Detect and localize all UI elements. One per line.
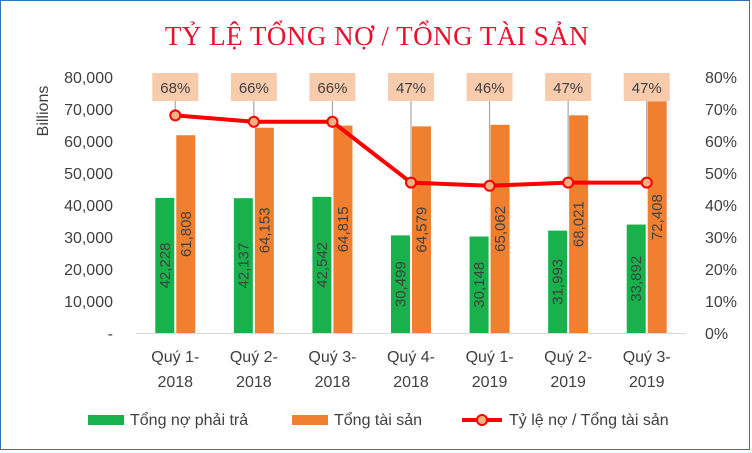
x-tick-label: Quý 4- [387,349,435,366]
x-tick-label: Quý 1- [151,349,199,366]
x-tick-label: Quý 3- [308,349,356,366]
data-label-debt: 42,228 [157,242,174,288]
y-tick-label: 60,000 [64,134,113,151]
y-tick-label: 20,000 [64,262,113,279]
y-tick-label: 50,000 [64,166,113,183]
y2-tick-label: 20% [705,262,737,279]
ratio-label-box [623,73,670,101]
x-tick-label: 2019 [629,374,665,391]
ratio-marker [326,115,339,128]
legend-swatch-debt [88,415,124,425]
bar-assets [647,101,667,333]
ratio-marker [169,109,182,122]
data-label-debt: 30,148 [471,262,488,308]
bar-debt [469,236,489,333]
bar-assets [490,124,510,333]
data-label-debt: 31,993 [550,259,567,305]
legend-label-ratio: Tỷ lệ nợ / Tổng tài sản [509,411,669,429]
data-label-assets: 61,808 [178,211,195,257]
y-tick-label: 10,000 [64,294,113,311]
ratio-label-box [230,73,277,101]
y2-tick-label: 60% [705,134,737,151]
data-label-assets: 72,408 [649,194,666,240]
legend-label-debt: Tổng nợ phải trả [130,411,248,429]
ratio-label: 47% [553,80,583,97]
ratio-marker [405,176,417,189]
bar-debt [155,197,175,333]
ratio-marker [640,176,653,189]
data-label-debt: 42,137 [235,243,252,289]
ratio-label: 66% [239,80,269,97]
ratio-label: 46% [475,80,505,97]
legend-marker-ratio [476,414,488,426]
data-label-debt: 33,892 [628,256,645,302]
bar-assets [254,127,274,333]
bar-assets [333,125,353,333]
ratio-label-box [152,73,199,101]
ratio-label-box [466,73,513,101]
x-tick-label: Quý 2- [230,349,278,366]
bar-debt [626,224,646,333]
bar-debt [312,196,332,333]
y2-tick-label: 80% [705,70,737,87]
y2-tick-label: 10% [705,294,737,311]
x-tick-label: Quý 3- [623,349,671,366]
data-label-assets: 68,021 [571,201,588,247]
data-label-assets: 65,062 [492,206,509,252]
ratio-label: 47% [396,80,426,97]
y-tick-label: - [108,326,113,343]
ratio-marker [247,115,260,128]
y2-tick-label: 40% [705,198,737,215]
bar-debt [391,235,410,333]
x-tick-label: Quý 1- [466,349,514,366]
ratio-label: 47% [632,80,662,97]
x-tick-label: 2019 [550,374,586,391]
bar-assets [176,135,196,333]
data-label-assets: 64,815 [335,206,352,252]
bar-assets [569,115,589,334]
ratio-label-box [388,73,434,101]
ratio-marker [562,176,575,189]
y2-tick-label: 0% [705,326,728,343]
bar-debt [548,230,568,333]
x-tick-label: 2019 [472,374,508,391]
x-tick-label: 2018 [315,374,351,391]
legend-label-assets: Tổng tài sản [334,411,422,429]
x-tick-label: Quý 2- [544,349,592,366]
bar-assets [412,126,431,333]
ratio-label: 68% [160,80,190,97]
y-tick-label: 70,000 [64,102,113,119]
ratio-marker [483,179,496,192]
y2-tick-label: 30% [705,230,737,247]
ratio-label: 66% [317,80,347,97]
data-label-debt: 42,542 [314,242,331,288]
y-tick-label: 40,000 [64,198,113,215]
y2-tick-label: 70% [705,102,737,119]
data-label-debt: 30,499 [393,261,410,307]
x-tick-label: 2018 [157,374,193,391]
data-label-assets: 64,579 [414,207,431,253]
data-label-assets: 64,153 [256,207,273,253]
chart-title: TỶ LỆ TỔNG NỢ / TỔNG TÀI SẢN [165,20,589,51]
bar-debt [233,198,253,333]
plot-area: - 10,000 20,000 30,000 40,000 50,000 60,000 70,… [64,70,737,391]
y2-tick-label: 50% [705,166,737,183]
ratio-label-box [309,73,356,101]
y-tick-label: 30,000 [64,230,113,247]
legend: Tổng nợ phải trả Tổng tài sản Tỷ lệ nợ / T… [88,411,669,429]
legend-swatch-assets [292,415,328,425]
y-tick-label: 80,000 [64,70,113,87]
y-axis-title: Billions [35,86,52,137]
x-tick-label: 2018 [236,374,272,391]
x-tick-label: 2018 [393,374,429,391]
ratio-label-box [545,73,592,101]
